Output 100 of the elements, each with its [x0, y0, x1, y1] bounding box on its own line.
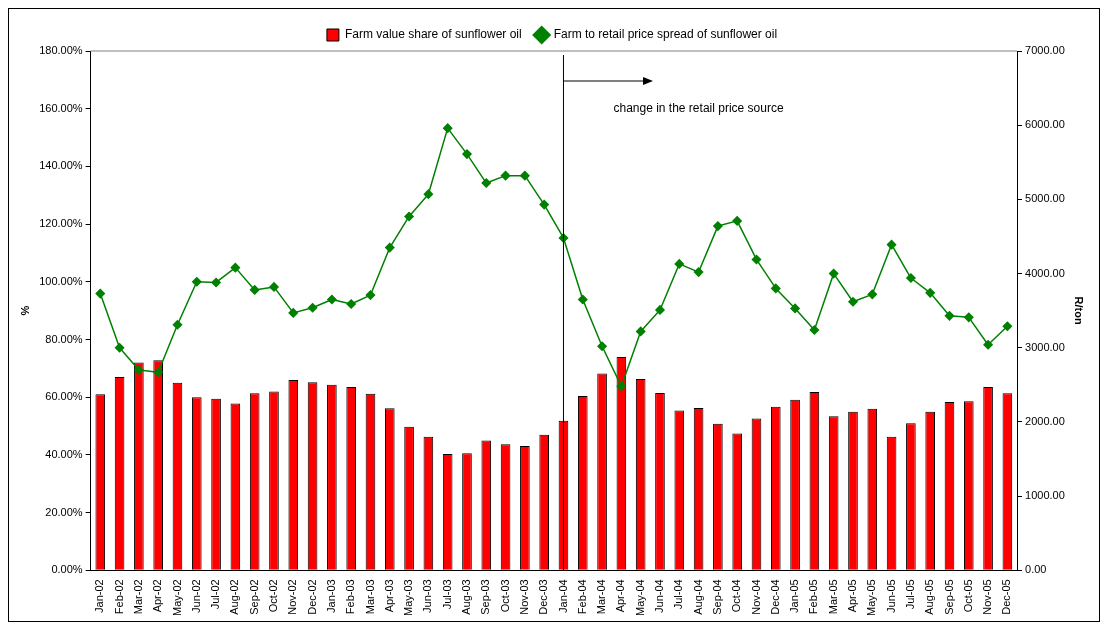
- x-tick-label: Feb-05: [807, 579, 820, 615]
- point: [635, 326, 646, 337]
- point: [385, 242, 395, 253]
- point: [751, 254, 762, 265]
- x-tick-label: Sep-02: [247, 579, 260, 615]
- point: [153, 367, 163, 377]
- x-tick-label: May-05: [865, 579, 878, 617]
- legend-label: Farm value share of sunflower oil: [344, 27, 522, 42]
- x-tick-label: Mar-04: [595, 579, 608, 615]
- x-tick-label: Oct-02: [267, 579, 280, 613]
- y-axis-title: %: [18, 305, 31, 316]
- x-tick-label: Aug-04: [691, 579, 704, 615]
- annotation: change in the retail price source: [613, 101, 784, 116]
- point: [616, 381, 627, 392]
- point: [655, 305, 665, 315]
- point: [1002, 321, 1013, 331]
- point: [674, 259, 685, 269]
- x-tick-label: Feb-03: [344, 579, 357, 615]
- x-tick-label: Jun-03: [421, 579, 434, 613]
- point: [906, 273, 916, 283]
- point: [771, 283, 781, 294]
- point: [462, 149, 472, 159]
- point: [346, 299, 356, 309]
- x-tick-label: Nov-03: [517, 579, 530, 615]
- point: [172, 320, 183, 330]
- point: [848, 297, 858, 307]
- point: [442, 123, 453, 133]
- point: [964, 312, 974, 323]
- point: [809, 325, 820, 335]
- x-tick-label: Jan-05: [788, 579, 801, 613]
- x-tick-label: Apr-05: [846, 579, 859, 613]
- x-tick-label: Aug-05: [923, 579, 936, 615]
- point: [944, 311, 955, 321]
- x-tick-label: Oct-05: [961, 579, 974, 613]
- y2-tick-label: 7000.00: [1025, 44, 1065, 57]
- legend-label: Farm to retail price spread of sunflower oil: [553, 27, 778, 42]
- point: [539, 199, 549, 210]
- point: [192, 276, 202, 287]
- point: [713, 221, 723, 231]
- point: [404, 211, 414, 222]
- y2-tick-label: 6000.00: [1025, 118, 1065, 131]
- y2-tick-label: 4000.00: [1025, 266, 1065, 279]
- point: [867, 289, 878, 300]
- y-tick-label: 20.00%: [45, 505, 83, 518]
- x-tick-label: Aug-02: [228, 579, 241, 615]
- y2-tick-label: 2000.00: [1025, 414, 1065, 427]
- y2-tick-label: 0.00: [1025, 563, 1047, 576]
- point: [423, 189, 434, 199]
- x-tick-label: Jul-02: [209, 579, 222, 610]
- point: [520, 170, 530, 181]
- x-tick-label: Mar-03: [363, 579, 376, 615]
- point: [134, 365, 144, 375]
- point: [481, 178, 492, 188]
- y-tick-label: 80.00%: [45, 332, 83, 345]
- point: [307, 302, 318, 313]
- x-tick-label: Apr-03: [382, 579, 395, 613]
- point: [732, 216, 742, 226]
- x-tick-label: May-02: [170, 579, 183, 617]
- point: [500, 170, 511, 181]
- point: [828, 268, 839, 279]
- x-tick-label: Feb-04: [575, 579, 588, 615]
- y-tick-label: 0.00%: [51, 563, 83, 576]
- x-tick-label: Jan-02: [93, 579, 106, 613]
- point: [597, 341, 607, 352]
- x-tick-label: Dec-02: [305, 579, 318, 615]
- x-tick-label: Apr-04: [614, 579, 627, 613]
- point: [365, 290, 376, 300]
- point: [693, 267, 704, 277]
- y2-axis-title: R/ton: [1073, 296, 1086, 325]
- x-tick-label: May-03: [402, 579, 415, 617]
- y-tick-label: 100.00%: [39, 274, 83, 287]
- point: [269, 282, 279, 292]
- x-tick-label: Nov-04: [749, 579, 762, 615]
- x-tick-label: Sep-05: [942, 579, 955, 615]
- x-tick-label: Aug-03: [460, 579, 473, 615]
- x-tick-label: Oct-04: [730, 579, 743, 613]
- x-tick-label: Jul-03: [440, 579, 453, 610]
- point: [790, 303, 800, 314]
- x-tick-label: Nov-05: [981, 579, 994, 615]
- point: [327, 294, 337, 305]
- x-tick-label: Oct-03: [498, 579, 511, 613]
- y2-tick-label: 1000.00: [1025, 489, 1065, 502]
- point: [211, 277, 221, 288]
- point: [249, 285, 260, 295]
- point: [114, 343, 125, 353]
- x-tick-label: Jul-04: [672, 579, 685, 610]
- x-tick-label: Jul-05: [903, 579, 916, 610]
- x-tick-label: Jan-04: [556, 579, 569, 613]
- x-tick-label: May-04: [633, 579, 646, 617]
- y-tick-label: 60.00%: [45, 390, 83, 403]
- point: [288, 308, 299, 318]
- x-tick-label: Mar-02: [131, 579, 144, 615]
- x-tick-label: Feb-02: [112, 579, 125, 615]
- x-tick-label: Jan-03: [324, 579, 337, 613]
- x-tick-label: Jun-02: [189, 579, 202, 613]
- x-tick-label: Sep-04: [710, 579, 723, 615]
- point: [230, 262, 241, 273]
- point: [578, 294, 588, 305]
- x-tick-label: Sep-03: [479, 579, 492, 615]
- point: [925, 288, 935, 298]
